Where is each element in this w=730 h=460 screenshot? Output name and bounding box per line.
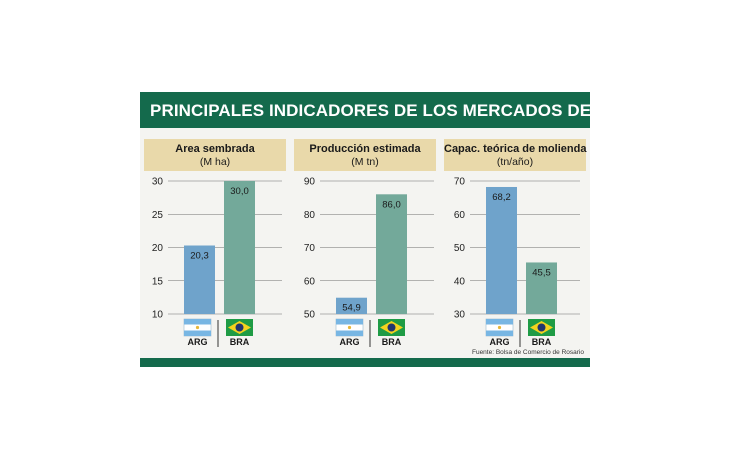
chart-unit-crushing: (tn/año) <box>496 156 534 168</box>
y-tick-label-0-0: 10 <box>152 310 164 321</box>
category-label-0-bra: BRA <box>230 337 250 347</box>
flag-arg-icon-1-top-stripe <box>336 319 363 325</box>
flag-bra-icon-1-globe <box>387 323 396 332</box>
y-tick-label-1-3: 80 <box>304 210 316 221</box>
flag-arg-icon-0-bottom-stripe <box>184 330 211 336</box>
category-label-1-bra: BRA <box>382 337 402 347</box>
y-tick-label-0-2: 20 <box>152 243 164 254</box>
category-label-2-bra: BRA <box>532 337 552 347</box>
bar-1-arg <box>336 297 367 314</box>
y-tick-label-2-1: 40 <box>454 276 466 287</box>
value-label-2-bra: 45,5 <box>532 267 551 278</box>
y-tick-label-1-0: 50 <box>304 310 316 321</box>
source-note: Fuente: Bolsa de Comercio de Rosario <box>471 349 584 356</box>
flag-arg-icon-1-sun <box>347 325 352 330</box>
page-title: PRINCIPALES INDICADORES DE LOS MERCADOS … <box>150 101 643 120</box>
bar-0-bra <box>224 181 255 314</box>
chart-title-production: Producción estimada <box>309 143 421 155</box>
flag-arg-icon-1-bottom-stripe <box>336 330 363 336</box>
charts-canvas: 10 15 20 25 30 20,3 30,0 ARG BRA 50 60 70 80 90 54,9 86… <box>152 177 580 347</box>
value-label-0-bra: 30,0 <box>230 186 249 197</box>
bar-2-arg <box>486 186 517 314</box>
category-label-1-arg: ARG <box>340 337 360 347</box>
flag-arg-icon-2-sun <box>497 325 502 330</box>
title-bar: PRINCIPALES INDICADORES DE LOS MERCADOS … <box>140 92 643 128</box>
y-tick-label-0-4: 30 <box>152 177 164 188</box>
y-tick-label-1-2: 70 <box>304 243 316 254</box>
bar-0-arg <box>184 245 215 314</box>
flag-arg-icon-2-top-stripe <box>486 319 513 325</box>
y-tick-label-1-1: 60 <box>304 276 316 287</box>
value-label-2-arg: 68,2 <box>492 192 511 203</box>
flag-arg-icon-0-top-stripe <box>184 319 211 325</box>
y-tick-label-2-0: 30 <box>454 310 466 321</box>
bar-1-bra <box>376 194 407 314</box>
bottom-bar <box>140 358 590 367</box>
chart-unit-production: (M tn) <box>351 156 379 168</box>
flag-bra-icon-2-globe <box>537 323 546 332</box>
category-label-0-arg: ARG <box>188 337 208 347</box>
y-tick-label-0-3: 25 <box>152 210 164 221</box>
chart-title-crushing: Capac. teórica de molienda <box>444 143 587 155</box>
y-tick-label-2-3: 60 <box>454 210 466 221</box>
y-tick-label-2-2: 50 <box>454 243 466 254</box>
value-label-0-arg: 20,3 <box>190 251 209 262</box>
flag-arg-icon-0-sun <box>195 325 200 330</box>
flag-bra-icon-0-globe <box>235 323 244 332</box>
flag-arg-icon-2-bottom-stripe <box>486 330 513 336</box>
value-label-1-bra: 86,0 <box>382 199 401 210</box>
y-tick-label-1-4: 90 <box>304 177 316 188</box>
y-tick-label-0-1: 15 <box>152 276 164 287</box>
chart-title-area: Area sembrada <box>175 143 255 155</box>
y-tick-label-2-4: 70 <box>454 177 466 188</box>
value-label-1-arg: 54,9 <box>342 303 361 314</box>
chart-unit-area: (M ha) <box>199 156 231 168</box>
bar-2-bra <box>526 262 557 314</box>
chart-header-crushing: Capac. teórica de molienda (tn/año) <box>444 139 586 171</box>
chart-header-production: Producción estimada (M tn) <box>294 139 436 171</box>
category-label-2-arg: ARG <box>490 337 510 347</box>
infographic-panel: PRINCIPALES INDICADORES DE LOS MERCADOS … <box>140 92 643 367</box>
chart-header-area: Area sembrada (M ha) <box>144 139 286 171</box>
